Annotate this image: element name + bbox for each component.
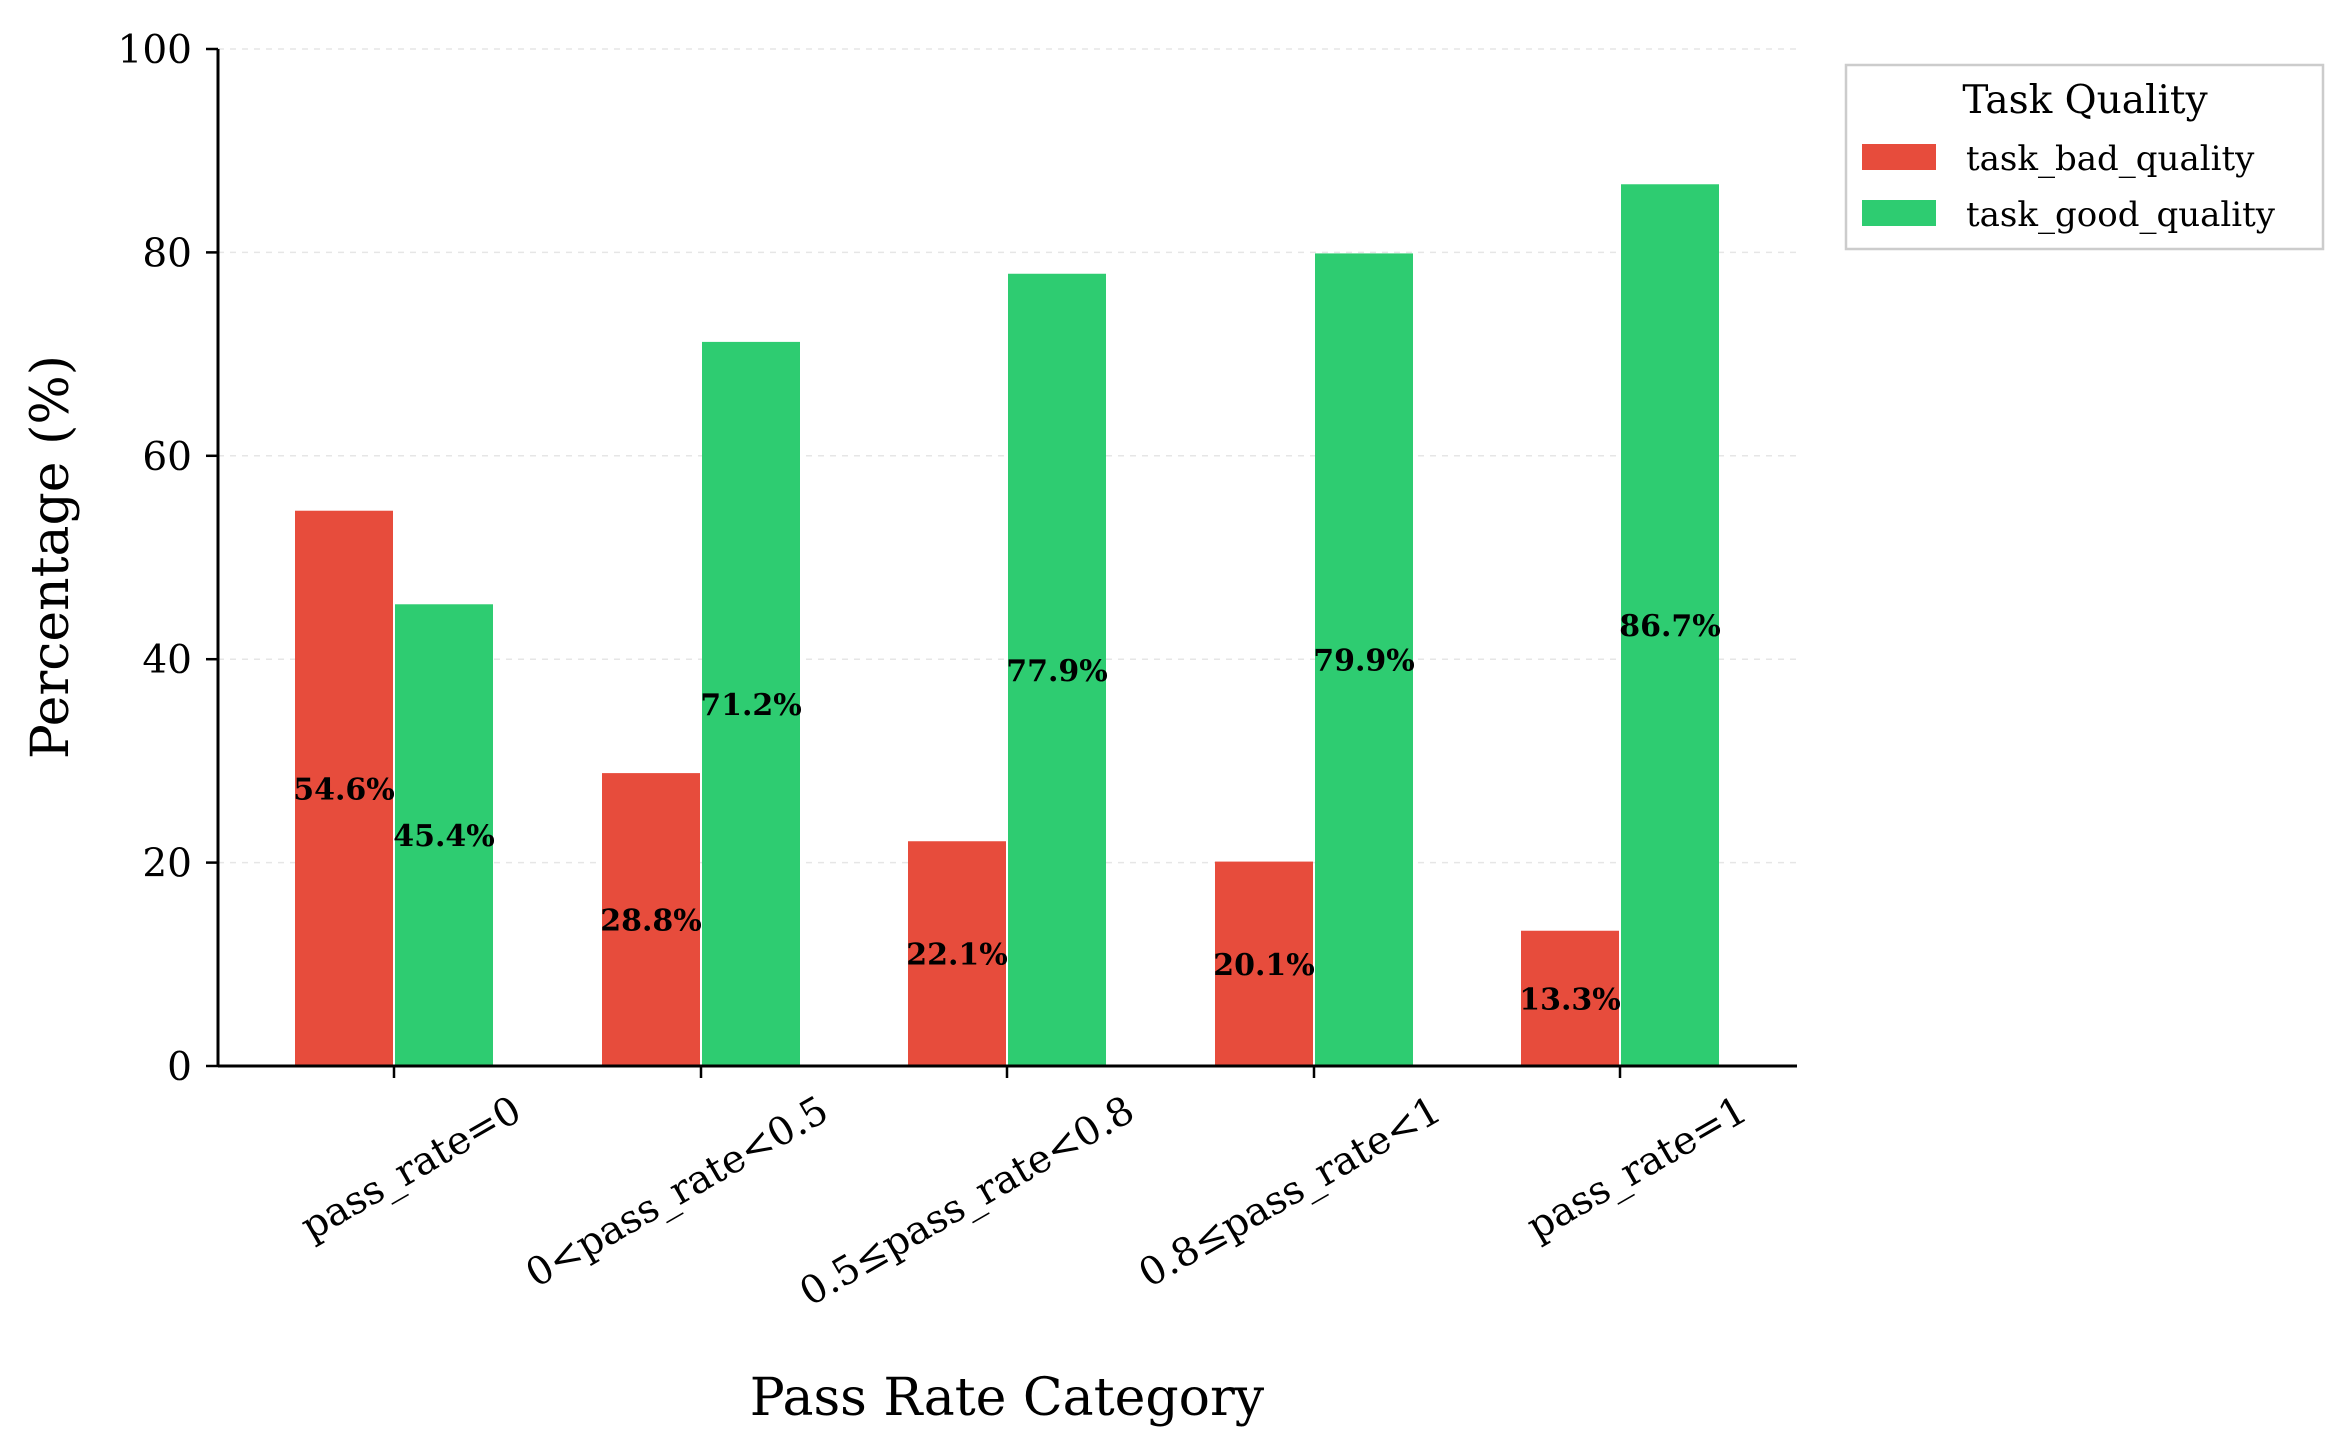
bar-bad-quality (908, 841, 1006, 1066)
bars (295, 184, 1719, 1067)
bar-good-quality (1315, 253, 1413, 1067)
bar-bad-quality (602, 773, 700, 1066)
data-label-good-quality: 79.9% (1313, 644, 1415, 679)
bar-bad-quality (295, 510, 393, 1066)
y-tick-label: 100 (118, 28, 192, 73)
x-axis-title: Pass Rate Category (750, 1368, 1265, 1428)
bar-bad-quality (1521, 930, 1619, 1066)
x-tick-label: 0.8≤pass_rate<1 (1132, 1088, 1449, 1297)
y-tick-label: 0 (167, 1045, 192, 1090)
data-label-bad-quality: 22.1% (906, 938, 1008, 973)
bar-good-quality (1621, 184, 1719, 1067)
y-tick-label: 80 (142, 231, 192, 276)
data-label-bad-quality: 28.8% (600, 904, 702, 939)
data-label-good-quality: 77.9% (1006, 654, 1108, 689)
bar-good-quality (702, 341, 800, 1066)
data-label-good-quality: 71.2% (700, 688, 802, 723)
y-tick-label: 20 (142, 842, 192, 887)
legend-label-bad: task_bad_quality (1966, 139, 2255, 179)
x-tick-label: pass_rate=0 (294, 1088, 529, 1250)
x-tick-label: 0<pass_rate<0.5 (519, 1088, 836, 1297)
bar-good-quality (395, 604, 493, 1066)
data-label-bad-quality: 20.1% (1213, 948, 1315, 983)
legend-label-good: task_good_quality (1966, 195, 2276, 235)
bar-good-quality (1008, 273, 1106, 1067)
x-tick-label: 0.5≤pass_rate<0.8 (792, 1088, 1142, 1316)
legend: Task Quality task_bad_quality task_good_… (1844, 63, 2325, 251)
data-label-bad-quality: 54.6% (293, 772, 395, 807)
x-tick-label: pass_rate=1 (1520, 1088, 1755, 1250)
data-labels: 54.6% 45.4% 28.8% 71.2% 22.1% 77.9% 20.1% 79.9%… (293, 609, 1721, 1017)
data-label-good-quality: 45.4% (393, 819, 495, 854)
y-axis-title: Percentage (%) (21, 355, 81, 759)
legend-swatch-bad (1862, 144, 1936, 170)
data-label-good-quality: 86.7% (1619, 609, 1721, 644)
data-label-bad-quality: 13.3% (1519, 982, 1621, 1017)
legend-title: Task Quality (1962, 78, 2207, 123)
x-ticks: pass_rate=00<pass_rate<0.50.5≤pass_rate<… (294, 1066, 1755, 1316)
legend-swatch-good (1862, 200, 1936, 226)
y-tick-label: 60 (142, 435, 192, 480)
y-tick-label: 40 (142, 638, 192, 683)
y-ticks: 0 20 40 60 80 100 (118, 28, 218, 1090)
bar-bad-quality (1215, 861, 1313, 1066)
